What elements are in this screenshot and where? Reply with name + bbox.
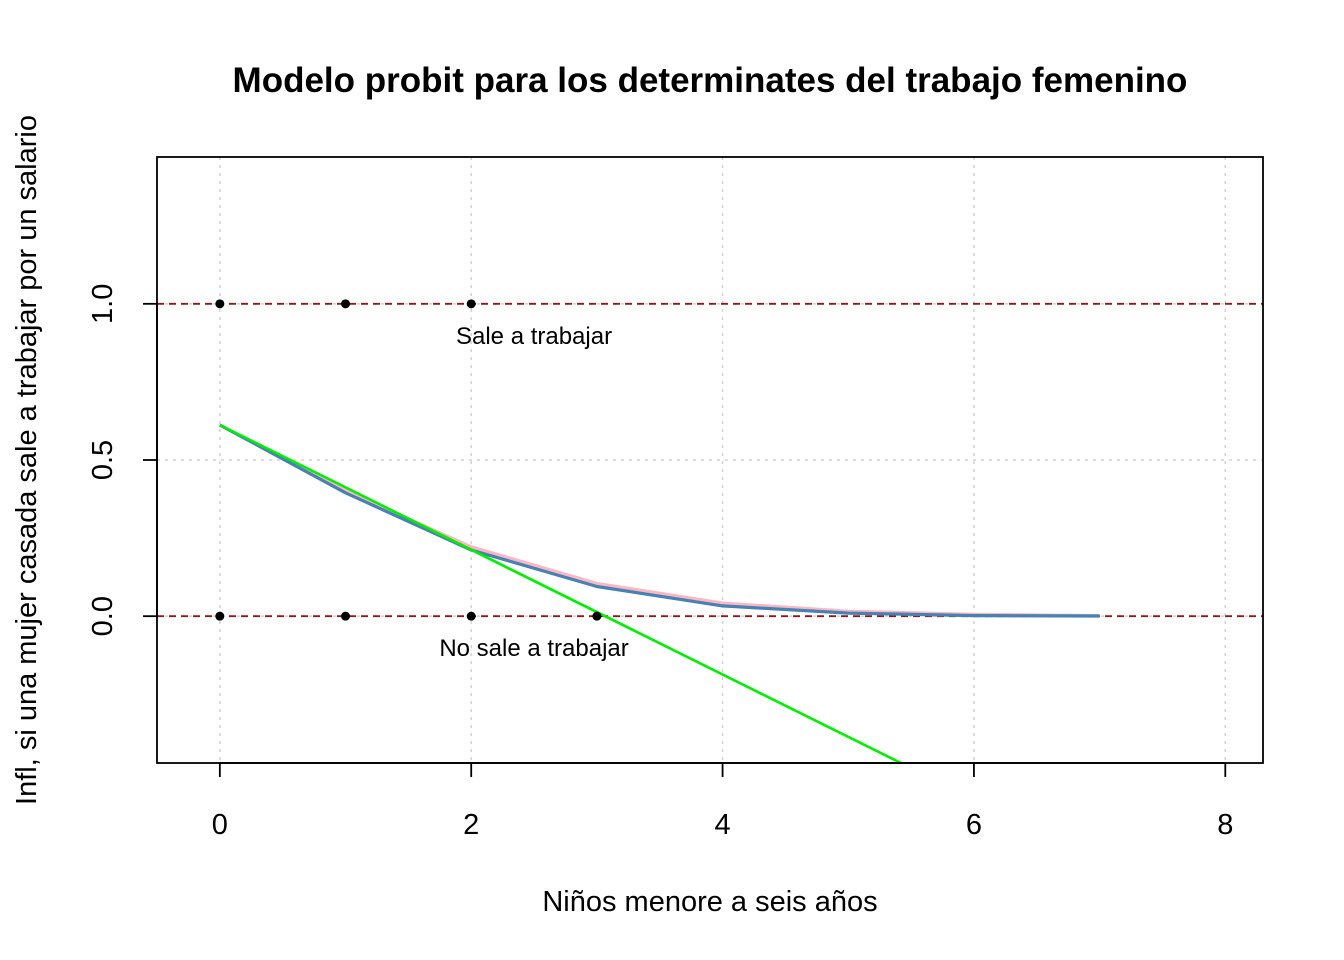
- data-point: [592, 611, 602, 621]
- x-tick-label: 2: [463, 809, 479, 841]
- y-axis: 0.0 0.5 1.0: [87, 284, 158, 636]
- chart-title: Modelo probit para los determinates del …: [233, 61, 1188, 100]
- x-tick-label: 0: [212, 809, 228, 841]
- y-tick-label: 0.5: [87, 440, 119, 480]
- y-tick-label: 0.0: [87, 596, 119, 636]
- data-points: [215, 299, 602, 621]
- annotations: Sale a trabajar No sale a trabajar: [439, 323, 628, 662]
- series-line: [219, 423, 1100, 618]
- series-line: [219, 423, 902, 765]
- data-point: [341, 299, 351, 309]
- x-tick-label: 6: [966, 809, 982, 841]
- x-axis: 0 2 4 6 8: [212, 762, 1233, 841]
- data-point: [215, 299, 225, 309]
- grid: [157, 157, 1263, 763]
- x-axis-label: Niños menore a seis años: [542, 886, 877, 918]
- reference-label: Sale a trabajar: [456, 323, 612, 350]
- series-lines: [219, 423, 1100, 765]
- y-axis-label: Infl, si una mujer casada sale a trabaja…: [11, 115, 43, 805]
- y-tick-label: 1.0: [87, 284, 119, 324]
- data-point: [341, 611, 351, 621]
- data-point: [466, 611, 476, 621]
- data-point: [466, 299, 476, 309]
- series-line: [219, 423, 1100, 618]
- reference-label: No sale a trabajar: [439, 635, 628, 662]
- data-point: [215, 611, 225, 621]
- x-tick-label: 4: [714, 809, 730, 841]
- x-tick-label: 8: [1217, 809, 1233, 841]
